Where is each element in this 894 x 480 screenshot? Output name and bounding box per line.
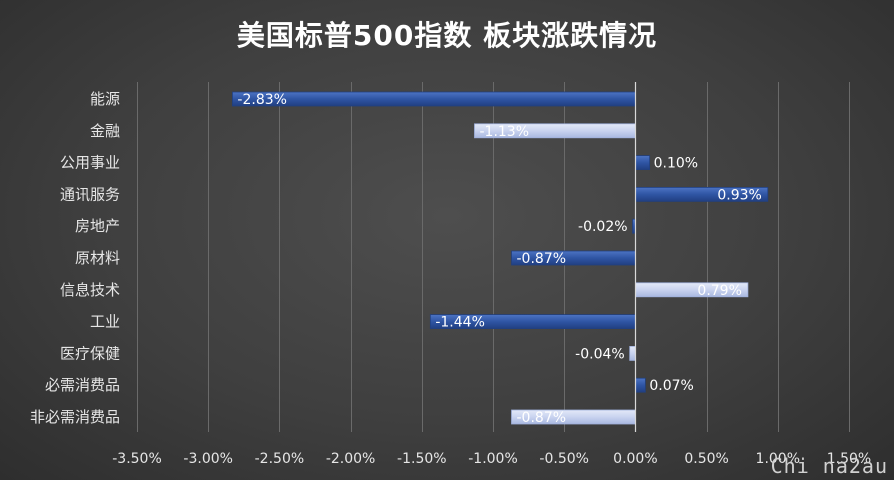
category-label: 工业 — [90, 313, 120, 331]
chart-title: 美国标普500指数 板块涨跌情况 — [236, 19, 658, 52]
data-label: -0.02% — [578, 219, 628, 235]
bar-0 — [232, 91, 636, 107]
data-label: -0.87% — [517, 251, 567, 267]
data-label: -0.87% — [517, 410, 567, 426]
bar-2 — [635, 155, 651, 171]
data-label: 0.07% — [649, 378, 693, 394]
x-tick-label: -0.50% — [539, 451, 589, 467]
x-tick-label: -1.50% — [397, 451, 447, 467]
data-label: -2.83% — [237, 92, 287, 108]
bar-9 — [635, 377, 646, 393]
x-tick-label: 1.00% — [756, 451, 800, 467]
category-label: 必需消费品 — [45, 376, 120, 394]
category-label: 金融 — [90, 122, 120, 140]
data-label: 0.10% — [654, 156, 698, 172]
x-tick-label: -2.50% — [255, 451, 305, 467]
bar-8 — [629, 345, 636, 361]
data-label: 0.93% — [717, 187, 761, 203]
watermark: Chi na2au — [770, 454, 888, 478]
x-tick-label: 0.50% — [684, 451, 728, 467]
category-label: 医疗保健 — [60, 344, 120, 362]
category-label: 能源 — [90, 90, 120, 108]
data-label: 0.79% — [697, 283, 741, 299]
category-label: 信息技术 — [60, 281, 120, 299]
category-label: 通讯服务 — [60, 185, 120, 203]
x-tick-label: -3.00% — [183, 451, 233, 467]
x-tick-label: 1.50% — [827, 451, 871, 467]
x-tick-label: -3.50% — [112, 451, 162, 467]
category-label: 公用事业 — [60, 154, 120, 172]
data-label: -1.13% — [479, 124, 529, 140]
category-label: 原材料 — [75, 249, 120, 267]
x-tick-label: 0.00% — [613, 451, 657, 467]
x-tick-label: -2.00% — [326, 451, 376, 467]
category-label: 房地产 — [75, 217, 120, 235]
x-tick-label: -1.00% — [468, 451, 518, 467]
category-label: 非必需消费品 — [30, 408, 120, 426]
data-label: -1.44% — [435, 315, 485, 331]
data-label: -0.04% — [575, 346, 625, 362]
